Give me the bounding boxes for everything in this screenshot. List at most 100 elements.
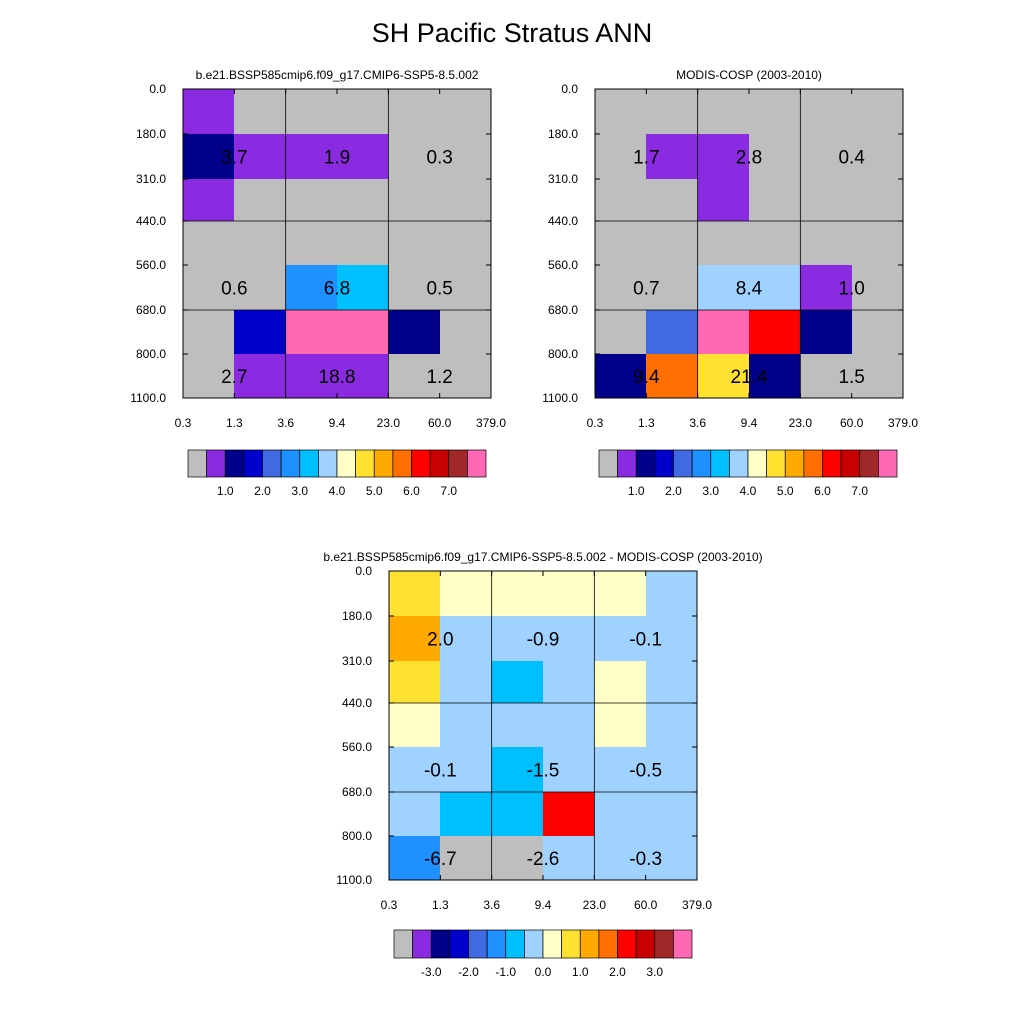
- y-tick-label: 1100.0: [130, 391, 166, 405]
- heatmap-cell: [389, 747, 441, 793]
- block-value-label: -6.7: [424, 849, 457, 870]
- block-value-label: -1.5: [527, 761, 560, 782]
- colorbar-label: 7.0: [851, 484, 868, 498]
- y-tick-label: 0.0: [561, 82, 578, 96]
- colorbar-swatch: [449, 929, 469, 959]
- block-value-label: 1.2: [426, 367, 452, 388]
- heatmap-cell: [388, 354, 441, 399]
- colorbar-label: 3.0: [702, 484, 719, 498]
- heatmap-cell: [286, 221, 338, 266]
- heatmap-cell: [492, 571, 544, 617]
- colorbar-swatch: [280, 449, 301, 478]
- colorbar-label: 6.0: [814, 484, 831, 498]
- y-tick-label: 180.0: [136, 127, 166, 141]
- y-tick-label: 560.0: [548, 258, 578, 272]
- heatmap-cell: [749, 310, 801, 355]
- heatmap-cell: [440, 616, 493, 662]
- heatmap-cell: [543, 703, 595, 748]
- heatmap-cell: [492, 661, 544, 704]
- heatmap-cell: [543, 836, 595, 881]
- block-value-label: -0.5: [629, 761, 662, 782]
- block-value-label: 0.6: [221, 279, 247, 300]
- y-tick-label: 560.0: [136, 258, 166, 272]
- x-tick-label: 60.0: [840, 416, 864, 430]
- x-tick-label: 379.0: [682, 898, 712, 912]
- y-tick-label: 680.0: [548, 303, 578, 317]
- heatmap-cell: [646, 221, 699, 266]
- block-value-label: 21.4: [731, 367, 768, 388]
- colorbar-swatch: [468, 929, 488, 959]
- x-tick-label: 60.0: [428, 416, 452, 430]
- heatmap-cell: [749, 134, 801, 180]
- block-value-label: -0.1: [629, 630, 662, 651]
- heatmap-cell: [234, 89, 287, 135]
- heatmap-cell: [800, 310, 853, 355]
- heatmap-cell: [646, 354, 699, 399]
- heatmap-cell: [440, 661, 493, 704]
- heatmap-cell: [286, 179, 338, 222]
- heatmap-cell: [698, 134, 750, 180]
- colorbar-swatch: [262, 449, 282, 478]
- colorbar-swatch: [411, 449, 431, 478]
- heatmap-cell: [388, 310, 441, 355]
- heatmap-cell: [646, 571, 698, 617]
- block-value-label: 3.7: [221, 148, 247, 169]
- heatmap-cell: [594, 661, 647, 704]
- y-tick-label: 310.0: [342, 654, 372, 668]
- heatmap-cell: [852, 265, 904, 311]
- heatmap-cell: [492, 616, 544, 662]
- heatmap-cell: [749, 354, 801, 399]
- heatmap-cell: [389, 792, 441, 837]
- block-value-label: 18.8: [319, 367, 356, 388]
- heatmap-cell: [594, 747, 647, 793]
- x-tick-label: 0.3: [175, 416, 192, 430]
- heatmap-cell: [594, 616, 647, 662]
- heatmap-cell: [286, 89, 338, 135]
- y-tick-label: 310.0: [548, 172, 578, 186]
- heatmap-cell: [646, 134, 699, 180]
- heatmap-cell: [440, 792, 493, 837]
- heatmap-cell: [698, 179, 750, 222]
- heatmap-cell: [749, 221, 801, 266]
- y-tick-label: 1100.0: [542, 391, 578, 405]
- colorbar: -3.0 -2.0 -1.0 0.0 1.0 2.0 3.0: [393, 929, 693, 979]
- block-value-label: 0.4: [838, 148, 865, 169]
- colorbar-swatch: [299, 449, 319, 478]
- heatmap-cell: [234, 179, 287, 222]
- heatmap-cell: [389, 703, 441, 748]
- block-value-label: 6.8: [324, 279, 350, 300]
- colorbar-swatch: [393, 929, 413, 959]
- heatmap-cell: [183, 134, 235, 180]
- y-tick-label: 800.0: [136, 347, 166, 361]
- block-value-label: -0.3: [629, 849, 662, 870]
- y-tick-label: 680.0: [136, 303, 166, 317]
- colorbar-swatch: [336, 449, 356, 478]
- block-value-label: 1.9: [324, 148, 350, 169]
- panel-diff: b.e21.BSSP585cmip6.f09_g17.CMIP6-SSP5-8.…: [323, 550, 762, 979]
- colorbar-label: 0.0: [535, 965, 552, 979]
- colorbar-swatch: [617, 929, 637, 959]
- heatmap-cell: [800, 179, 853, 222]
- colorbar-label: 2.0: [665, 484, 682, 498]
- heatmap-cell: [183, 179, 235, 222]
- y-tick-label: 180.0: [548, 127, 578, 141]
- heatmap-cell: [388, 89, 441, 135]
- x-tick-label: 3.6: [277, 416, 294, 430]
- panel-title: MODIS-COSP (2003-2010): [676, 68, 822, 82]
- block-value-label: 9.4: [633, 367, 660, 388]
- heatmap-cell: [543, 571, 595, 617]
- heatmap-cell: [595, 89, 647, 135]
- y-tick-label: 560.0: [342, 740, 372, 754]
- colorbar-swatch: [803, 449, 823, 478]
- colorbar: 1.0 2.0 3.0 4.0 5.0 6.0 7.0: [598, 449, 898, 498]
- block-value-label: -0.1: [424, 761, 457, 782]
- x-tick-label: 379.0: [476, 416, 506, 430]
- y-tick-label: 440.0: [548, 214, 578, 228]
- colorbar-swatch: [710, 449, 730, 478]
- panel-title: b.e21.BSSP585cmip6.f09_g17.CMIP6-SSP5-8.…: [323, 550, 762, 564]
- heatmap-cell: [800, 265, 853, 311]
- heatmap-cell: [388, 265, 441, 311]
- colorbar-label: -2.0: [458, 965, 479, 979]
- heatmap-cell: [337, 221, 389, 266]
- heatmap-cell: [234, 310, 287, 355]
